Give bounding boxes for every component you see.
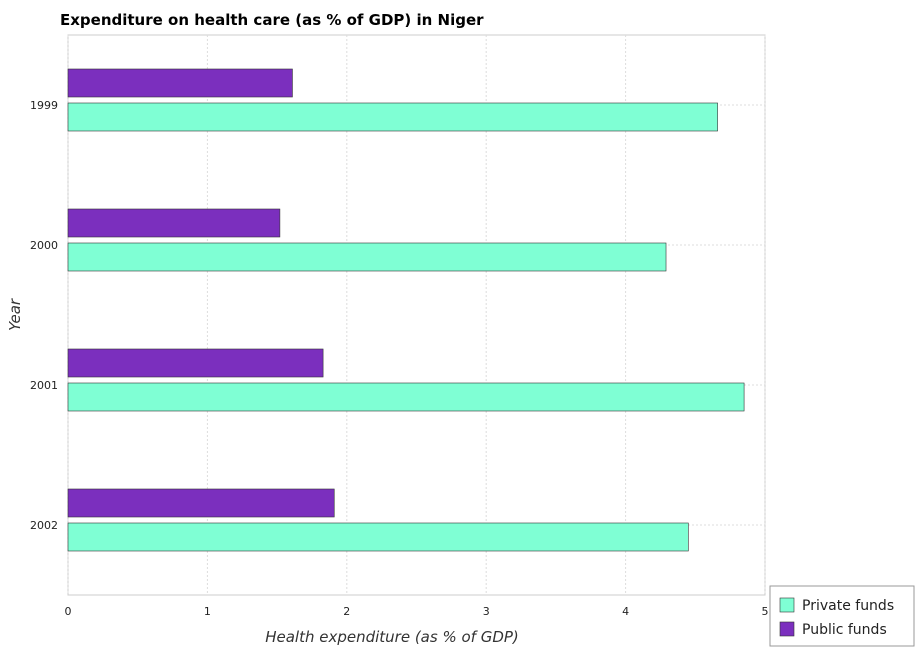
bar-public-funds-2002 <box>67 488 335 518</box>
chart-title: Expenditure on health care (as % of GDP)… <box>60 11 484 29</box>
x-tick-label: 0 <box>65 605 72 618</box>
bar-private-funds-2000 <box>67 242 667 272</box>
bars <box>67 68 745 552</box>
y-tick-label: 1999 <box>30 99 58 112</box>
x-tick-label: 4 <box>622 605 629 618</box>
bar-private-funds-1999 <box>67 102 718 132</box>
legend-label-private-funds: Private funds <box>802 598 894 614</box>
legend-label-public-funds: Public funds <box>802 622 887 638</box>
legend-swatch-private-funds <box>779 597 795 613</box>
bar-public-funds-2001 <box>67 348 324 378</box>
x-tick-label: 3 <box>483 605 490 618</box>
plot-area: 0 1 2 3 4 5 1999 2000 2001 2002 <box>30 34 769 618</box>
legend-swatch-public-funds <box>779 621 795 637</box>
x-tick-labels: 0 1 2 3 4 5 <box>65 605 769 618</box>
x-tick-label: 5 <box>762 605 769 618</box>
bar-public-funds-2000 <box>67 208 281 238</box>
bar-private-funds-2001 <box>67 382 745 412</box>
bar-public-funds-1999 <box>67 68 293 98</box>
y-axis-label: Year <box>6 298 24 331</box>
y-tick-labels: 1999 2000 2001 2002 <box>30 99 58 532</box>
legend: Private funds Public funds <box>769 585 915 647</box>
y-tick-label: 2002 <box>30 519 58 532</box>
bar-private-funds-2002 <box>67 522 689 552</box>
x-axis-label: Health expenditure (as % of GDP) <box>265 628 519 646</box>
x-tick-label: 2 <box>343 605 350 618</box>
y-tick-label: 2000 <box>30 239 58 252</box>
y-tick-label: 2001 <box>30 379 58 392</box>
x-tick-label: 1 <box>204 605 211 618</box>
